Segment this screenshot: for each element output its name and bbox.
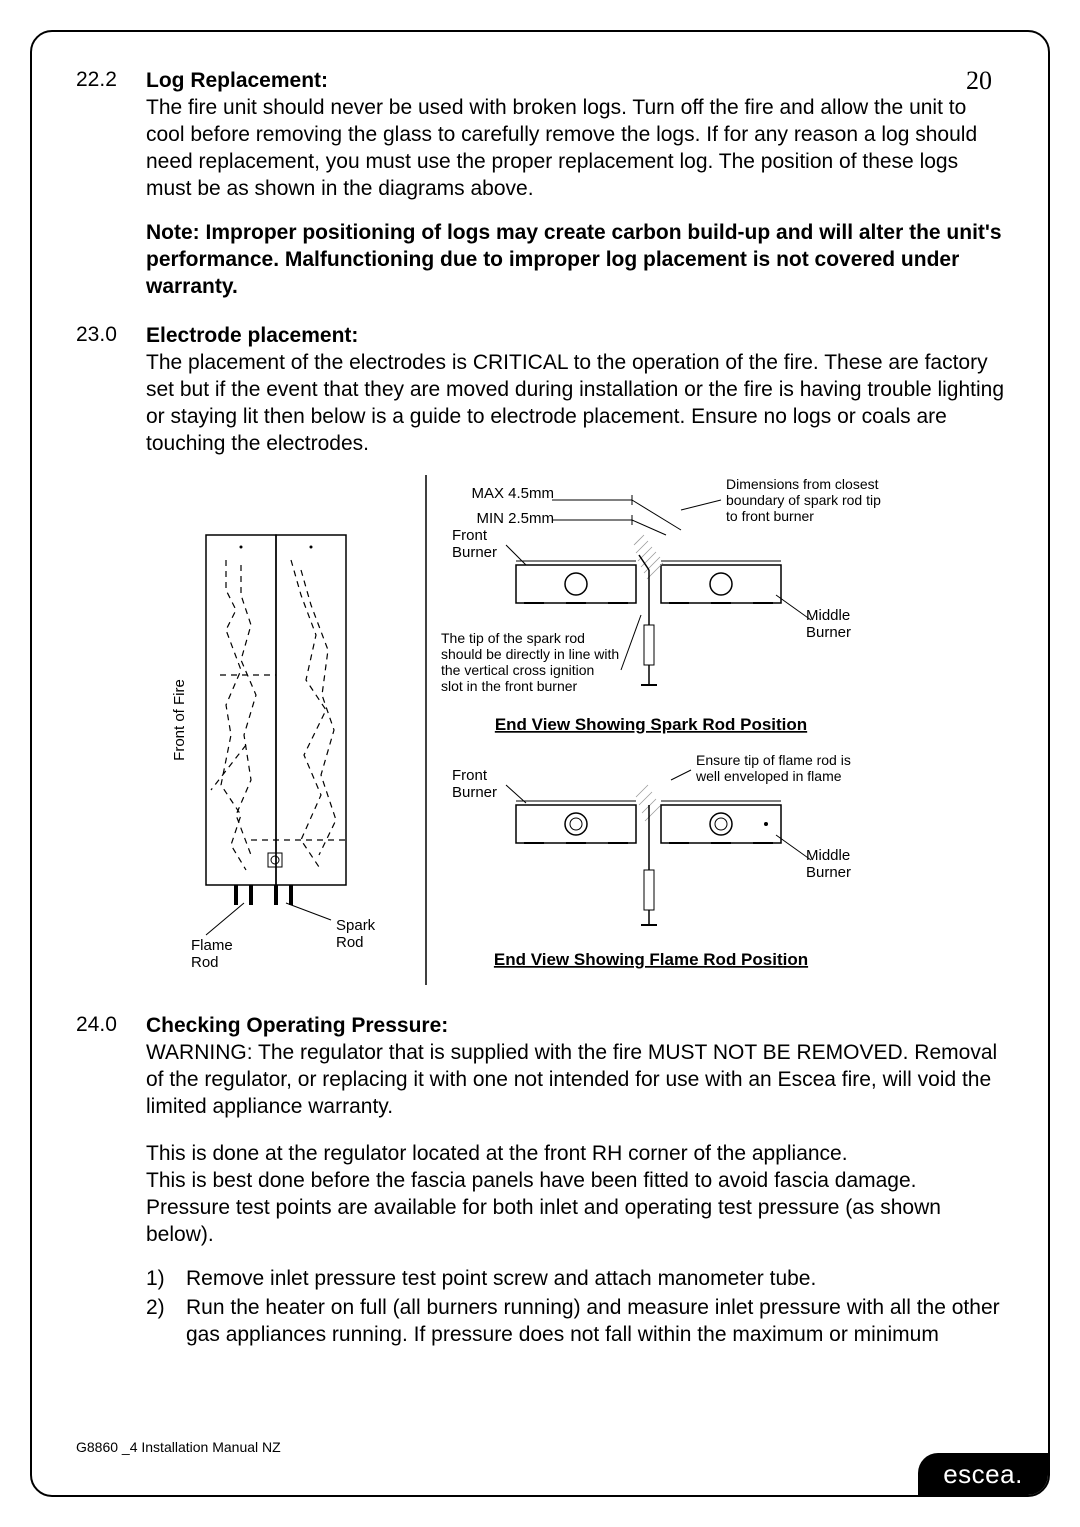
section-text-1: WARNING: The regulator that is supplied …: [146, 1041, 997, 1118]
section-body: Electrode placement: The placement of th…: [146, 323, 1004, 457]
label-dim-note-1: Dimensions from closest: [726, 476, 879, 492]
label-max: MAX 4.5mm: [471, 485, 554, 502]
label-spark-rod-1: Spark: [336, 917, 376, 934]
label-flame-note-1: Ensure tip of flame rod is: [696, 752, 851, 768]
label-front-burner-1b: Burner: [452, 544, 497, 561]
label-middle-burner-2a: Middle: [806, 847, 850, 864]
bottom-right-end-view: [506, 770, 811, 925]
label-flame-note-2: well enveloped in flame: [695, 768, 842, 784]
section-num: 24.0: [76, 1013, 124, 1037]
label-front-burner-2a: Front: [452, 767, 488, 784]
section-title: Checking Operating Pressure:: [146, 1014, 448, 1037]
left-top-view: [206, 535, 346, 935]
label-tip-note-1: The tip of the spark rod: [441, 630, 585, 646]
page-frame: 20 22.2 Log Replacement: The fire unit s…: [30, 30, 1050, 1497]
label-dim-note-3: to front burner: [726, 508, 814, 524]
section-text-2: This is done at the regulator located at…: [146, 1141, 1004, 1249]
label-spark-rod-2: Rod: [336, 934, 364, 951]
section-num: 22.2: [76, 68, 124, 92]
footer-text: G8860 _4 Installation Manual NZ: [76, 1439, 281, 1455]
electrode-diagram: Front of Fire Flame Rod Spark Rod: [76, 475, 1006, 1005]
label-middle-burner-1a: Middle: [806, 607, 850, 624]
label-flame-rod-1: Flame: [191, 937, 233, 954]
label-min: MIN 2.5mm: [476, 510, 554, 527]
label-tip-note-4: slot in the front burner: [441, 678, 578, 694]
diagram-svg: Front of Fire Flame Rod Spark Rod: [76, 475, 1006, 1005]
section-title: Electrode placement:: [146, 324, 358, 347]
page: 20 22.2 Log Replacement: The fire unit s…: [0, 0, 1080, 1527]
label-front-of-fire: Front of Fire: [171, 680, 188, 762]
section-24-0: 24.0 Checking Operating Pressure: WARNIN…: [76, 1013, 1004, 1248]
escea-logo: escea.: [918, 1453, 1048, 1495]
label-flame-rod-2: Rod: [191, 954, 219, 971]
label-front-burner-1a: Front: [452, 527, 488, 544]
section-num: 23.0: [76, 323, 124, 347]
section-title: Log Replacement:: [146, 69, 328, 92]
label-middle-burner-1b: Burner: [806, 624, 851, 641]
page-number: 20: [966, 66, 992, 96]
section-22-2: 22.2 Log Replacement: The fire unit shou…: [76, 68, 1004, 202]
ordered-steps: 1)Remove inlet pressure test point screw…: [146, 1266, 1004, 1349]
list-item: 1)Remove inlet pressure test point screw…: [146, 1266, 1004, 1293]
label-dim-note-2: boundary of spark rod tip: [726, 492, 881, 508]
section-text: The placement of the electrodes is CRITI…: [146, 351, 1004, 455]
caption-spark-rod: End View Showing Spark Rod Position: [495, 715, 807, 734]
section-text: The fire unit should never be used with …: [146, 96, 977, 200]
label-middle-burner-2b: Burner: [806, 864, 851, 881]
list-item: 2)Run the heater on full (all burners ru…: [146, 1295, 1004, 1349]
section-23-0: 23.0 Electrode placement: The placement …: [76, 323, 1004, 457]
label-tip-note-3: the vertical cross ignition: [441, 662, 594, 678]
label-tip-note-2: should be directly in line with: [441, 646, 619, 662]
section-body: Checking Operating Pressure: WARNING: Th…: [146, 1013, 1004, 1248]
caption-flame-rod: End View Showing Flame Rod Position: [494, 950, 808, 969]
note-text: Note: Improper positioning of logs may c…: [146, 220, 1004, 301]
label-front-burner-2b: Burner: [452, 784, 497, 801]
section-body: Log Replacement: The fire unit should ne…: [146, 68, 1004, 202]
